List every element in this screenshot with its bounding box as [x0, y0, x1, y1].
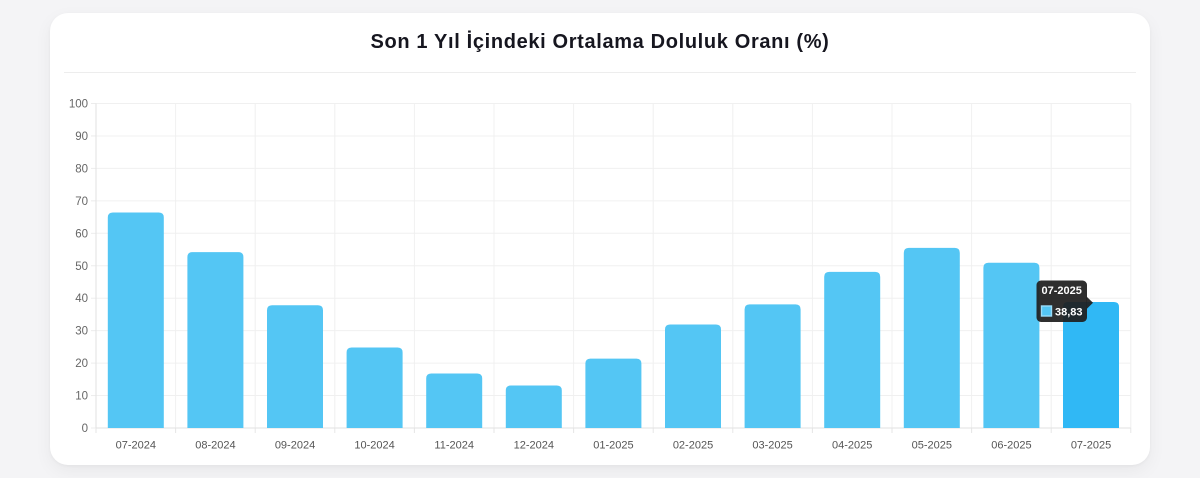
- svg-text:90: 90: [75, 131, 88, 143]
- svg-text:100: 100: [69, 99, 88, 111]
- svg-text:07-2024: 07-2024: [116, 440, 156, 452]
- svg-text:01-2025: 01-2025: [593, 440, 633, 452]
- svg-text:10-2024: 10-2024: [354, 440, 394, 452]
- svg-text:20: 20: [75, 358, 88, 370]
- svg-text:80: 80: [75, 163, 88, 175]
- svg-text:60: 60: [75, 228, 88, 240]
- svg-text:38,83: 38,83: [1055, 307, 1083, 319]
- svg-text:70: 70: [75, 196, 88, 208]
- svg-text:07-2025: 07-2025: [1071, 440, 1111, 452]
- svg-text:03-2025: 03-2025: [752, 440, 792, 452]
- svg-text:30: 30: [75, 326, 88, 338]
- svg-text:04-2025: 04-2025: [832, 440, 872, 452]
- svg-text:06-2025: 06-2025: [991, 440, 1031, 452]
- svg-text:02-2025: 02-2025: [673, 440, 713, 452]
- svg-text:12-2024: 12-2024: [514, 440, 554, 452]
- svg-text:05-2025: 05-2025: [912, 440, 952, 452]
- svg-text:0: 0: [82, 423, 88, 435]
- svg-text:10: 10: [75, 391, 88, 403]
- svg-text:09-2024: 09-2024: [275, 440, 315, 452]
- svg-text:11-2024: 11-2024: [434, 440, 474, 452]
- svg-text:08-2024: 08-2024: [195, 440, 235, 452]
- svg-text:07-2025: 07-2025: [1042, 285, 1082, 297]
- svg-text:50: 50: [75, 261, 88, 273]
- svg-text:40: 40: [75, 293, 88, 305]
